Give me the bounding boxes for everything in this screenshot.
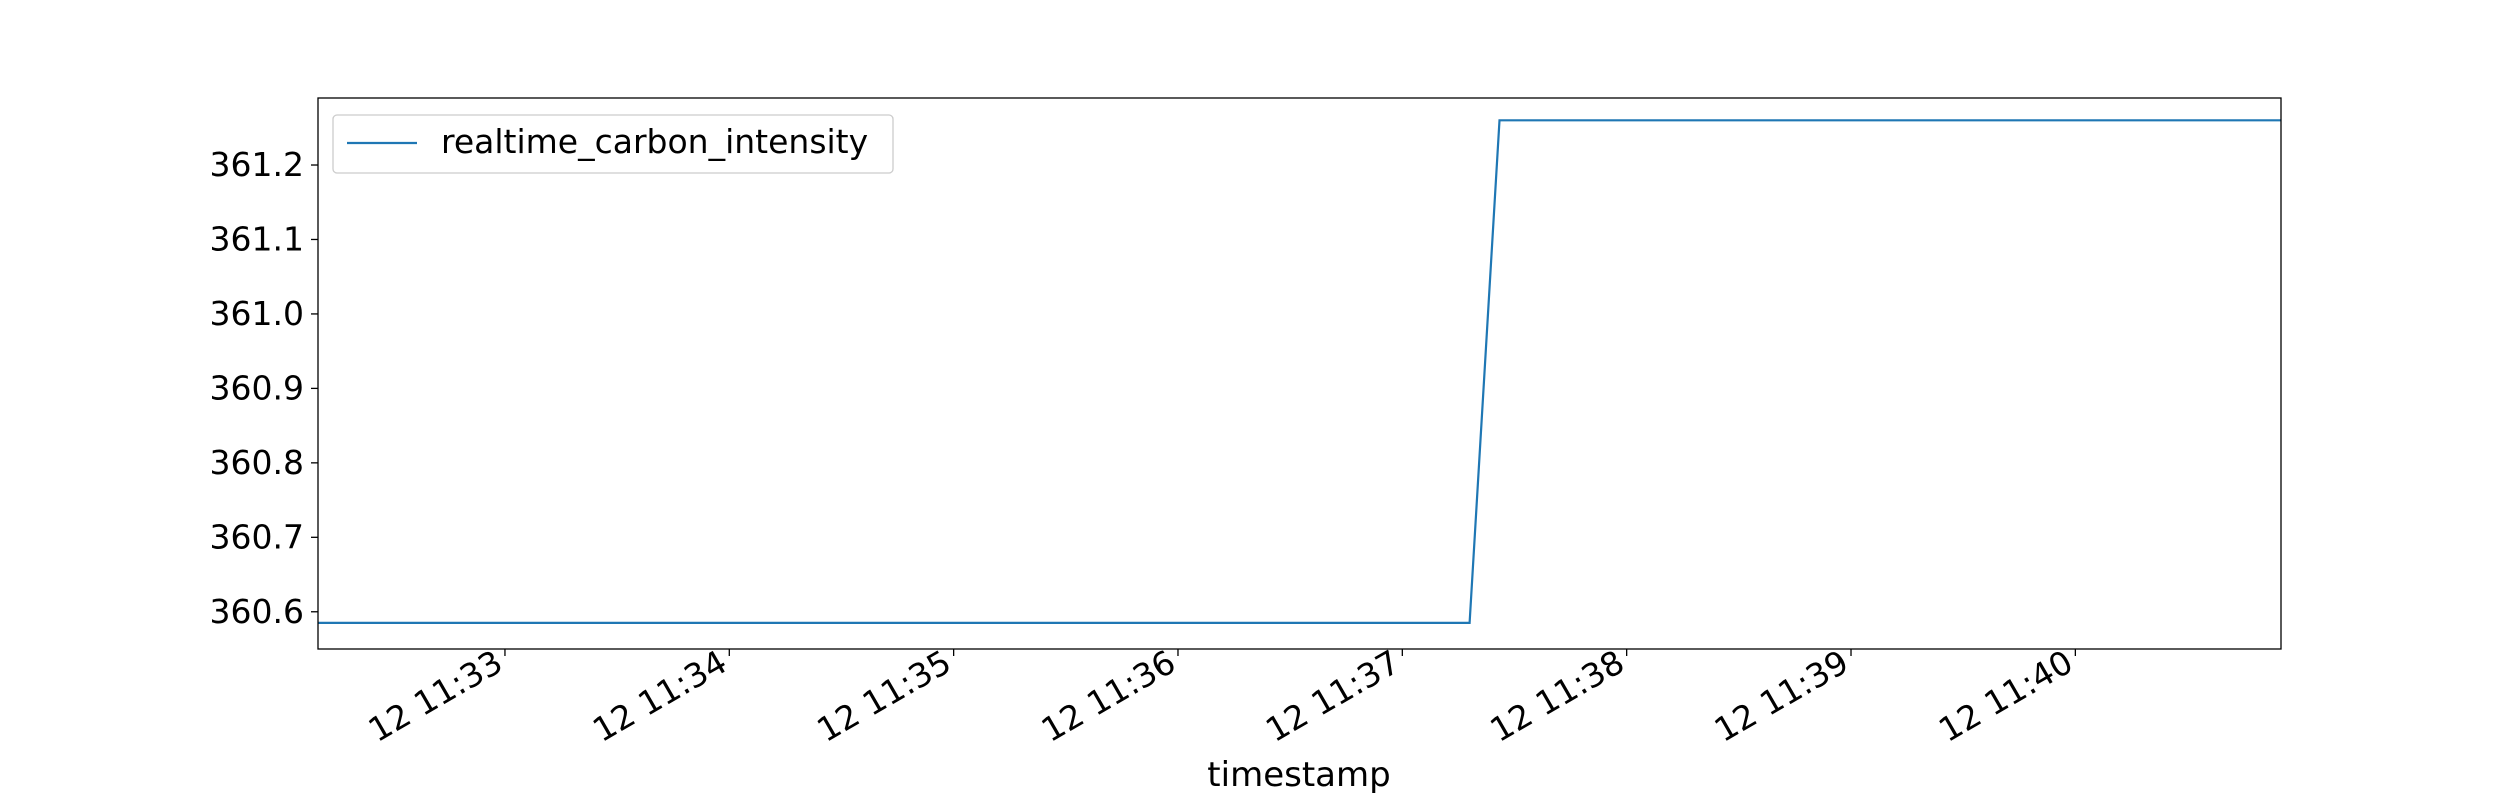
y-tick-label: 360.9 (210, 368, 304, 407)
x-tick-label: 12 11:35 (810, 642, 957, 750)
y-tick-label: 360.8 (210, 443, 304, 482)
y-tick-label: 361.1 (210, 219, 304, 258)
x-tick-label: 12 11:36 (1035, 642, 1182, 750)
y-tick-label: 361.0 (210, 294, 304, 333)
x-tick-label: 12 11:40 (1932, 642, 2079, 750)
legend-label: realtime_carbon_intensity (441, 122, 868, 161)
x-tick-label: 12 11:34 (586, 642, 733, 750)
plot-frame (317, 97, 2282, 650)
y-tick-label: 360.7 (210, 517, 304, 556)
series-layer (318, 119, 2281, 625)
x-axis-ticks: 12 11:33 12 11:34 12 11:35 12 11:36 12 11:37… (362, 642, 2080, 750)
series-line-realtime-carbon-intensity (318, 119, 2281, 625)
y-tick-label: 360.6 (210, 592, 304, 631)
x-tick-label: 12 11:39 (1708, 642, 1855, 750)
x-axis-label: timestamp (1207, 755, 1390, 795)
y-axis-ticks: 360.6 360.7 360.8 360.9 361.0 361.1 361.2 (210, 145, 318, 631)
x-tick-label: 12 11:37 (1259, 642, 1406, 750)
y-tick-label: 361.2 (210, 145, 304, 184)
legend: realtime_carbon_intensity (332, 114, 894, 174)
legend-box (332, 114, 894, 174)
x-tick-label: 12 11:33 (362, 642, 509, 750)
x-tick-label: 12 11:38 (1483, 642, 1630, 750)
plot-background (318, 98, 2281, 649)
